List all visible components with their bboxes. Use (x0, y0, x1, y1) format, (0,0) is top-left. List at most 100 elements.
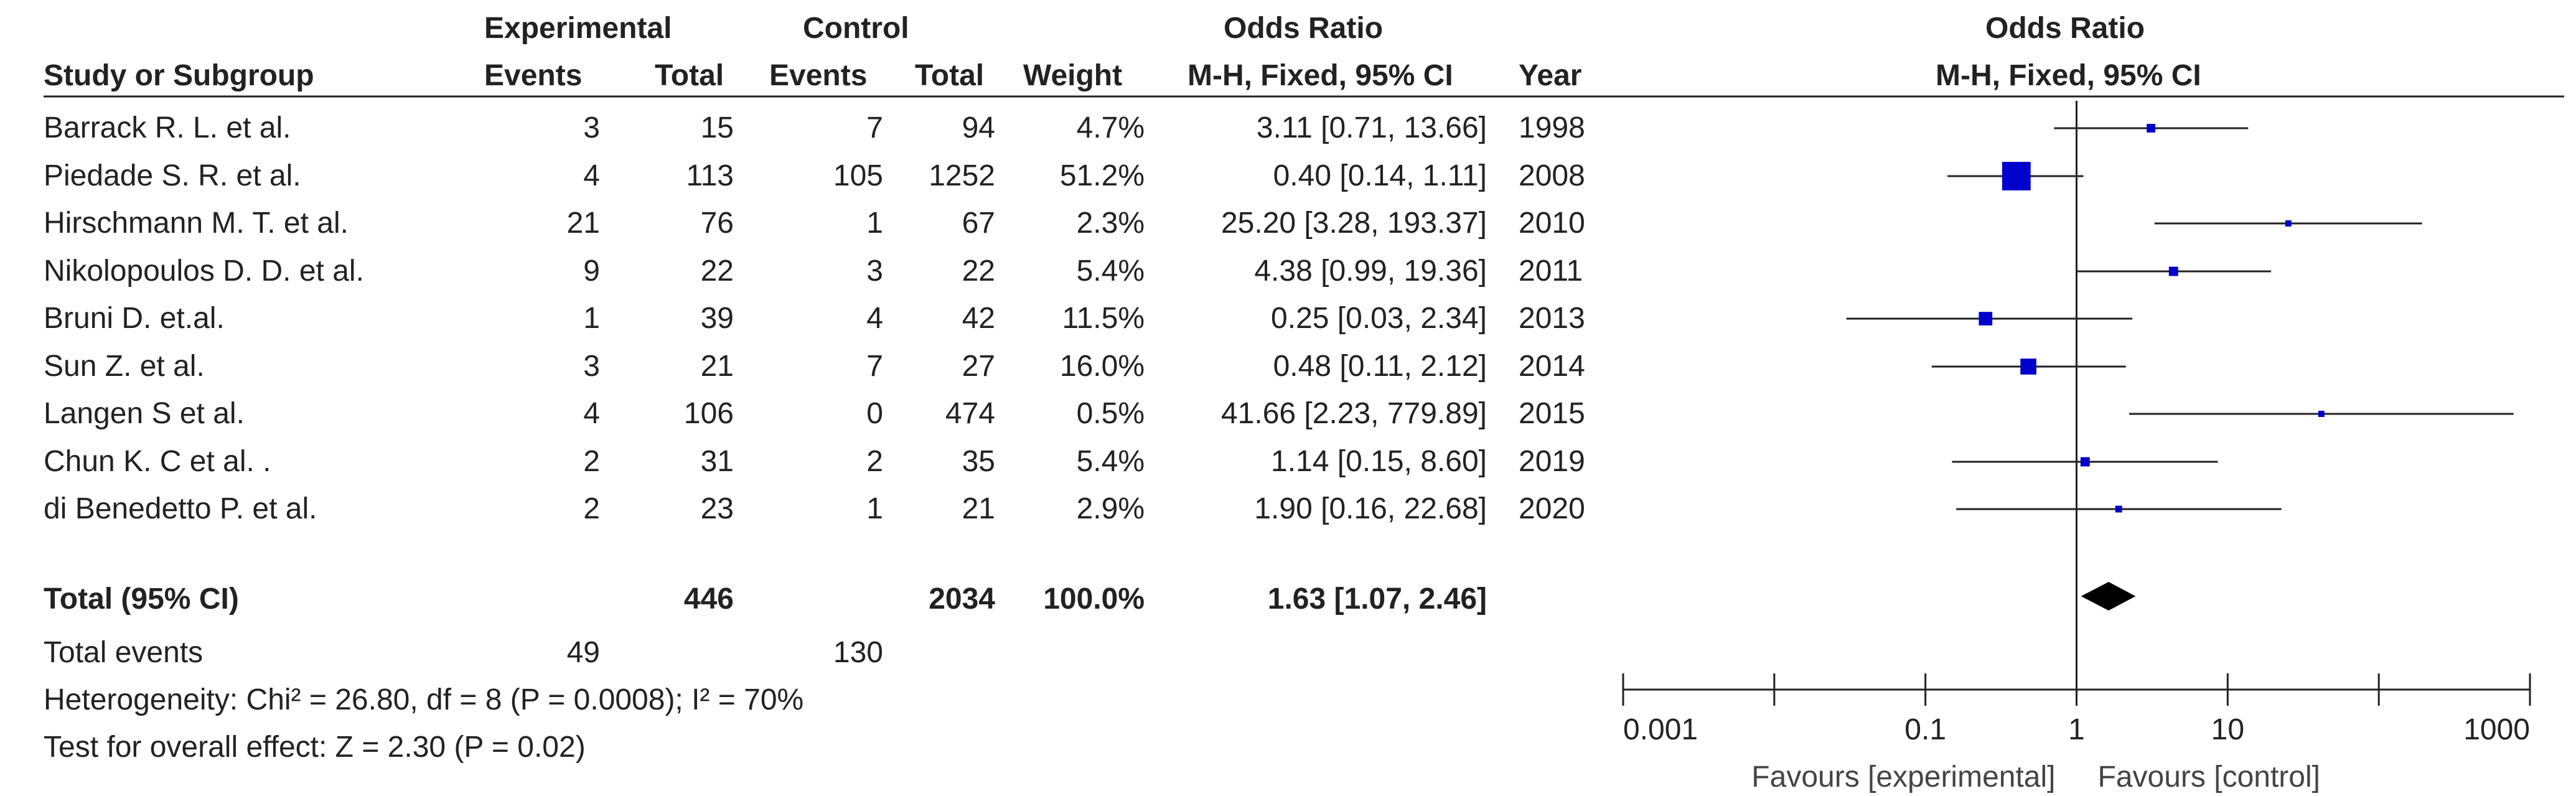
study-name: Barrack R. L. et al. (44, 111, 291, 144)
ctrl-events-cell: 0 (866, 397, 883, 430)
weight-header: Weight (1023, 59, 1123, 92)
exp-events-cell: 2 (583, 445, 600, 478)
ctrl-total-cell: 1252 (929, 159, 995, 192)
ctrl-events-cell: 4 (866, 302, 883, 335)
exp-total-header: Total (655, 59, 724, 92)
study-name: Bruni D. et.al. (44, 302, 225, 335)
ctrl-total-cell: 22 (962, 255, 995, 288)
total-label: Total (95% CI) (44, 583, 239, 616)
exp-total-cell: 76 (700, 207, 734, 240)
odds-ratio-header-right: Odds Ratio (1985, 12, 2145, 45)
favours-experimental-label: Favours [experimental] (1751, 761, 2055, 794)
ctrl-events-cell: 2 (866, 445, 883, 478)
ctrl-total-cell: 42 (962, 302, 995, 335)
year-cell: 2015 (1519, 397, 1585, 430)
study-square (2168, 266, 2178, 276)
exp-total-cell: 15 (700, 111, 734, 144)
ctrl-total-cell: 27 (962, 350, 995, 383)
weight-cell: 16.0% (1059, 350, 1145, 383)
exp-events-cell: 1 (583, 302, 600, 335)
ci-cell: 4.38 [0.99, 19.36] (1254, 255, 1487, 288)
ci-cell: 25.20 [3.28, 193.37] (1220, 207, 1487, 240)
x-tick-label: 0.1 (1904, 713, 1946, 746)
exp-total-cell: 39 (700, 302, 734, 335)
exp-events-cell: 2 (583, 492, 600, 525)
exp-events-cell: 4 (583, 159, 600, 192)
overall-effect-text: Test for overall effect: Z = 2.30 (P = 0… (44, 731, 586, 764)
weight-cell: 0.5% (1076, 397, 1145, 430)
study-square (2115, 505, 2122, 513)
weight-cell: 51.2% (1059, 159, 1145, 192)
ctrl-total-cell: 94 (962, 111, 995, 144)
exp-events-cell: 3 (583, 111, 600, 144)
events-ctrl: 130 (833, 636, 883, 669)
total-exp-total: 446 (683, 583, 734, 616)
pooled-diamond (2081, 582, 2136, 611)
ctrl-events-cell: 105 (833, 159, 883, 192)
ctrl-events-cell: 3 (866, 255, 883, 288)
x-tick-label: 10 (2211, 713, 2244, 746)
ci-cell: 3.11 [0.71, 13.66] (1256, 111, 1487, 144)
ci-cell: 0.40 [0.14, 1.11] (1273, 159, 1487, 192)
control-group-header: Control (803, 12, 909, 45)
ci-cell: 0.25 [0.03, 2.34] (1271, 302, 1487, 335)
events-exp: 49 (566, 636, 600, 669)
study-square (2020, 358, 2036, 375)
ci-cell: 41.66 [2.23, 779.89] (1220, 397, 1487, 430)
study-name: Piedade S. R. et al. (44, 159, 301, 192)
ctrl-events-cell: 7 (866, 111, 883, 144)
exp-total-cell: 31 (700, 445, 734, 478)
exp-events-cell: 4 (583, 397, 600, 430)
study-name: Hirschmann M. T. et al. (44, 207, 349, 240)
odds-ratio-header-left: Odds Ratio (1224, 12, 1384, 45)
year-cell: 2019 (1519, 445, 1585, 478)
weight-cell: 5.4% (1076, 445, 1145, 478)
weight-cell: 2.3% (1076, 207, 1145, 240)
x-tick-label: 1 (2068, 713, 2085, 746)
ctrl-events-cell: 7 (866, 350, 883, 383)
experimental-group-header: Experimental (484, 12, 672, 45)
study-square (1979, 312, 1993, 325)
ctrl-total-cell: 21 (962, 492, 995, 525)
ctrl-events-cell: 1 (866, 207, 883, 240)
ci-cell: 1.90 [0.16, 22.68] (1254, 492, 1487, 525)
method-header-left: M-H, Fixed, 95% CI (1187, 59, 1453, 92)
exp-events-cell: 21 (566, 207, 600, 240)
exp-events-cell: 3 (583, 350, 600, 383)
ci-cell: 0.48 [0.11, 2.12] (1273, 350, 1487, 383)
study-square (2002, 162, 2031, 190)
year-cell: 2014 (1519, 350, 1585, 383)
ctrl-events-cell: 1 (866, 492, 883, 525)
total-ctrl-total: 2034 (929, 583, 995, 616)
year-cell: 2013 (1519, 302, 1585, 335)
year-header: Year (1519, 59, 1582, 92)
exp-total-cell: 106 (683, 397, 734, 430)
weight-cell: 2.9% (1076, 492, 1145, 525)
study-name: Nikolopoulos D. D. et al. (44, 255, 364, 288)
x-tick-label: 1000 (2463, 713, 2530, 746)
study-name: Sun Z. et al. (44, 350, 205, 383)
exp-total-cell: 23 (700, 492, 734, 525)
weight-cell: 4.7% (1076, 111, 1145, 144)
events-label: Total events (44, 636, 204, 669)
ctrl-total-header: Total (915, 59, 985, 92)
method-header-right: M-H, Fixed, 95% CI (1936, 59, 2201, 92)
x-tick-label: 0.001 (1623, 713, 1698, 746)
year-cell: 2011 (1519, 255, 1583, 288)
exp-total-cell: 113 (686, 159, 734, 192)
ctrl-events-header: Events (769, 59, 868, 92)
ctrl-total-cell: 474 (945, 397, 995, 430)
exp-events-header: Events (484, 59, 583, 92)
study-name: di Benedetto P. et al. (44, 492, 317, 525)
study-column-header: Study or Subgroup (44, 59, 314, 92)
year-cell: 1998 (1519, 111, 1585, 144)
heterogeneity-text: Heterogeneity: Chi² = 26.80, df = 8 (P =… (44, 683, 804, 716)
year-cell: 2008 (1519, 159, 1585, 192)
weight-cell: 11.5% (1062, 302, 1145, 335)
study-name: Langen S et al. (44, 397, 245, 430)
exp-total-cell: 22 (700, 255, 734, 288)
ctrl-total-cell: 35 (962, 445, 995, 478)
total-ci: 1.63 [1.07, 2.46] (1267, 583, 1487, 616)
study-square (2147, 124, 2156, 133)
